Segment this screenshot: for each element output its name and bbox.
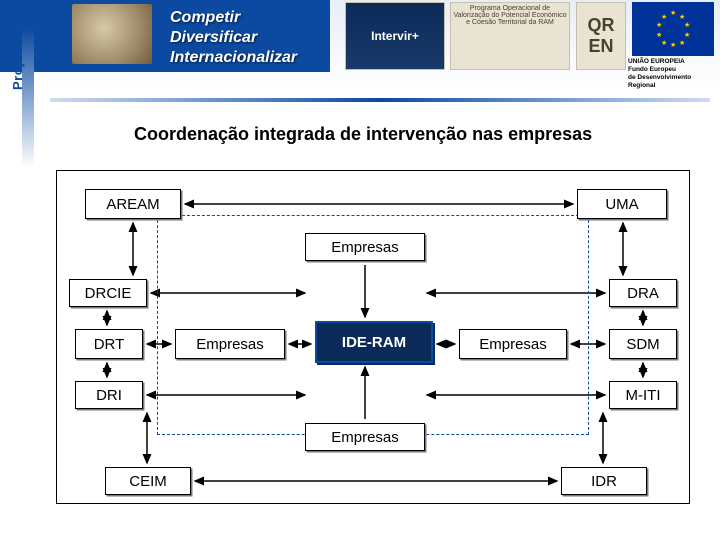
node-dri: DRI [75,381,143,409]
node-emp_top: Empresas [305,233,425,261]
banner-word-3: Internacionalizar [170,48,297,68]
node-emp_l: Empresas [175,329,285,359]
node-ide: IDE-RAM [315,321,433,363]
page-title: Coordenação integrada de intervenção nas… [134,124,592,145]
node-aream: AREAM [85,189,181,219]
header-banner: Competir Diversificar Internacionalizar … [0,0,720,88]
node-miti: M-ITI [609,381,677,409]
logo-intervir-label: Intervir+ [371,29,419,43]
logo-program: Programa Operacional de Valorização do P… [450,2,570,70]
eu-caption-2: Fundo Europeu [628,66,718,74]
banner-word-2: Diversificar [170,28,297,48]
node-idr: IDR [561,467,647,495]
node-emp_bot: Empresas [305,423,425,451]
banner-words: Competir Diversificar Internacionalizar [170,8,297,68]
banner-photo [72,4,152,64]
header-rule [50,98,710,102]
node-ceim: CEIM [105,467,191,495]
node-uma: UMA [577,189,667,219]
eu-stars-icon: ★ ★ ★ ★ ★ ★ ★ ★ ★ ★ [655,11,691,47]
sidebar-label: Projectos Empresariais [10,0,25,90]
eu-caption-3: de Desenvolvimento [628,74,718,82]
banner-word-1: Competir [170,8,297,28]
eu-caption: UNIÃO EUROPEIA Fundo Europeu de Desenvol… [628,58,718,90]
node-dra: DRA [609,279,677,307]
eu-flag: ★ ★ ★ ★ ★ ★ ★ ★ ★ ★ [632,2,714,56]
logo-intervir: Intervir+ [345,2,445,70]
node-drt: DRT [75,329,143,359]
slide-page: Competir Diversificar Internacionalizar … [0,0,720,540]
node-emp_r: Empresas [459,329,567,359]
eu-caption-1: UNIÃO EUROPEIA [628,58,718,66]
logo-qr-label: QR EN [579,15,623,57]
eu-caption-4: Regional [628,82,718,90]
diagram-frame: AREAM UMA Empresas DRCIE DRA DRT Empresas IDE-R… [56,170,690,504]
node-sdm: SDM [609,329,677,359]
logo-qr: QR EN [576,2,626,70]
logo-program-label: Programa Operacional de Valorização do P… [453,5,566,26]
node-drcie: DRCIE [69,279,147,307]
